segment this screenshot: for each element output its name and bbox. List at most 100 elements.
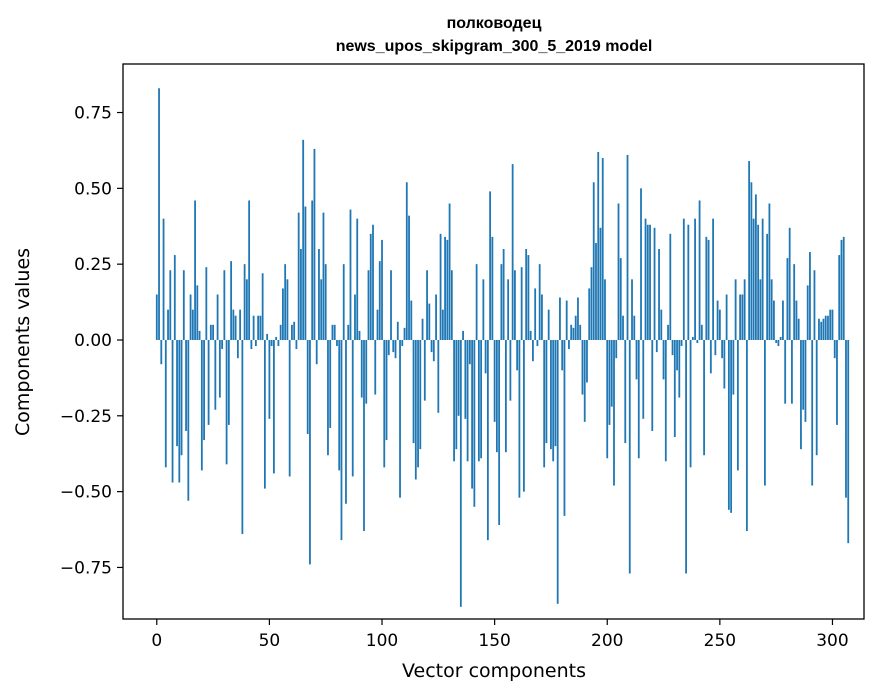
- bar-281: [788, 227, 791, 340]
- bar-131: [450, 270, 453, 340]
- bar-67: [306, 339, 309, 434]
- bar-147: [486, 339, 489, 541]
- bar-239: [694, 218, 696, 340]
- y-axis-ticks: −0.75 −0.50 −0.25 0.00 0.25 0.50 0.75: [60, 104, 123, 578]
- bar-126: [439, 233, 442, 340]
- bar-99: [378, 261, 381, 340]
- bar-145: [482, 279, 485, 340]
- bar-156: [507, 279, 510, 340]
- bar-43: [252, 315, 255, 340]
- bar-129: [446, 239, 449, 340]
- bar-135: [459, 339, 462, 607]
- bar-177: [554, 339, 557, 447]
- bar-61: [293, 321, 296, 340]
- bar-245: [707, 239, 710, 340]
- bar-171: [541, 294, 543, 340]
- bar-46: [259, 315, 262, 340]
- bar-290: [809, 252, 811, 340]
- bar-298: [827, 315, 829, 340]
- bar-6: [169, 270, 172, 340]
- bar-130: [448, 203, 451, 340]
- bar-21: [203, 339, 205, 441]
- bar-248: [714, 339, 717, 356]
- bar-84: [345, 339, 347, 504]
- bar-32: [227, 339, 230, 425]
- y-tick-label: 0.00: [74, 331, 112, 351]
- bar-227: [667, 324, 669, 340]
- bar-37: [239, 309, 242, 340]
- bar-12: [182, 270, 185, 340]
- bar-104: [390, 270, 392, 340]
- bar-223: [658, 249, 660, 340]
- bar-252: [723, 339, 726, 389]
- x-tick-label: 0: [151, 631, 162, 651]
- bar-232: [678, 339, 681, 398]
- bar-82: [340, 339, 343, 541]
- bar-0: [155, 294, 158, 340]
- bar-244: [705, 236, 708, 340]
- bar-305: [842, 236, 845, 340]
- bar-184: [570, 324, 573, 340]
- x-axis-ticks: 0 50 100 150 200 250 300: [151, 619, 849, 651]
- bar-38: [241, 339, 244, 535]
- bar-90: [358, 330, 361, 340]
- bar-62: [295, 339, 298, 350]
- bar-14: [187, 339, 190, 501]
- bar-200: [606, 339, 609, 459]
- bar-216: [642, 339, 645, 419]
- bar-137: [464, 339, 467, 419]
- bar-283: [793, 264, 796, 340]
- bar-286: [800, 339, 802, 450]
- bar-165: [527, 255, 530, 340]
- bar-111: [405, 182, 408, 340]
- bar-56: [282, 288, 284, 340]
- bar-291: [811, 339, 814, 486]
- bar-51: [270, 339, 273, 347]
- bar-95: [369, 233, 372, 340]
- bar-22: [205, 267, 208, 340]
- bar-122: [430, 339, 433, 353]
- bar-272: [768, 203, 771, 340]
- bar-307: [847, 339, 850, 544]
- bar-288: [804, 339, 807, 422]
- plot-frame: [122, 63, 865, 620]
- bar-234: [682, 218, 685, 340]
- bar-100: [381, 239, 383, 340]
- bar-108: [399, 339, 401, 498]
- bar-274: [773, 300, 775, 340]
- bar-105: [392, 339, 395, 353]
- bar-218: [646, 224, 649, 340]
- bar-54: [277, 339, 280, 347]
- bar-260: [741, 294, 744, 340]
- bar-163: [523, 339, 525, 492]
- bar-217: [644, 218, 647, 340]
- bar-17: [194, 200, 196, 340]
- bar-189: [581, 339, 584, 395]
- bar-85: [347, 324, 350, 340]
- bar-203: [613, 339, 615, 486]
- bar-125: [437, 339, 440, 413]
- bar-8: [173, 255, 176, 340]
- bar-193: [590, 267, 593, 340]
- bar-50: [268, 339, 271, 419]
- bar-30: [223, 270, 226, 340]
- bar-55: [279, 324, 282, 340]
- bar-242: [700, 324, 703, 340]
- bar-204: [615, 339, 618, 359]
- bar-106: [394, 339, 397, 359]
- x-tick-label: 50: [259, 631, 281, 651]
- bar-52: [273, 339, 275, 474]
- bar-154: [502, 249, 505, 340]
- bar-18: [196, 285, 199, 340]
- bar-199: [604, 279, 606, 340]
- bar-215: [640, 188, 642, 340]
- bar-207: [622, 315, 624, 340]
- bar-294: [818, 318, 820, 340]
- x-tick-label: 150: [478, 631, 510, 651]
- bar-229: [671, 339, 674, 356]
- bar-282: [791, 339, 793, 404]
- bar-143: [477, 339, 480, 462]
- bar-271: [766, 233, 769, 340]
- bar-58: [286, 279, 289, 340]
